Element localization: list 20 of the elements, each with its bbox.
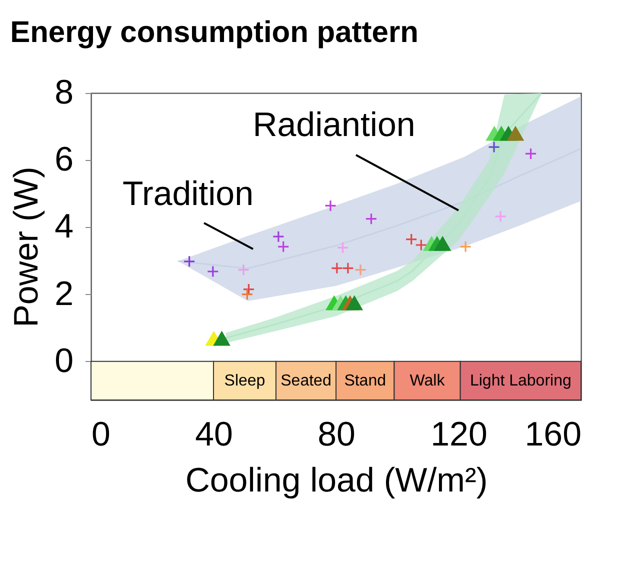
band-label: Light Laboring bbox=[470, 372, 572, 390]
x-tick-label: 0 bbox=[92, 416, 110, 454]
y-axis-title: Power (W) bbox=[8, 166, 46, 328]
y-tick-label: 8 bbox=[54, 74, 74, 112]
x-tick-label: 40 bbox=[195, 416, 233, 454]
x-tick-label: 160 bbox=[524, 416, 582, 454]
band-label: Sleep bbox=[224, 372, 266, 390]
band-label: Stand bbox=[344, 372, 386, 390]
x-tick-label: 80 bbox=[318, 416, 356, 454]
x-axis-title: Cooling load (W/m²) bbox=[185, 462, 488, 500]
x-tick-label: 120 bbox=[430, 416, 488, 454]
annotation: Tradition bbox=[122, 175, 254, 213]
y-tick-label: 6 bbox=[54, 140, 74, 179]
annotation: Radiantion bbox=[252, 106, 416, 144]
band-label: Walk bbox=[410, 372, 446, 390]
band-label: Seated bbox=[280, 372, 332, 390]
y-tick-label: 0 bbox=[54, 342, 74, 380]
chart-title: Energy consumption pattern bbox=[10, 16, 418, 49]
y-tick-label: 4 bbox=[54, 208, 74, 246]
y-tick-label: 2 bbox=[54, 274, 74, 313]
